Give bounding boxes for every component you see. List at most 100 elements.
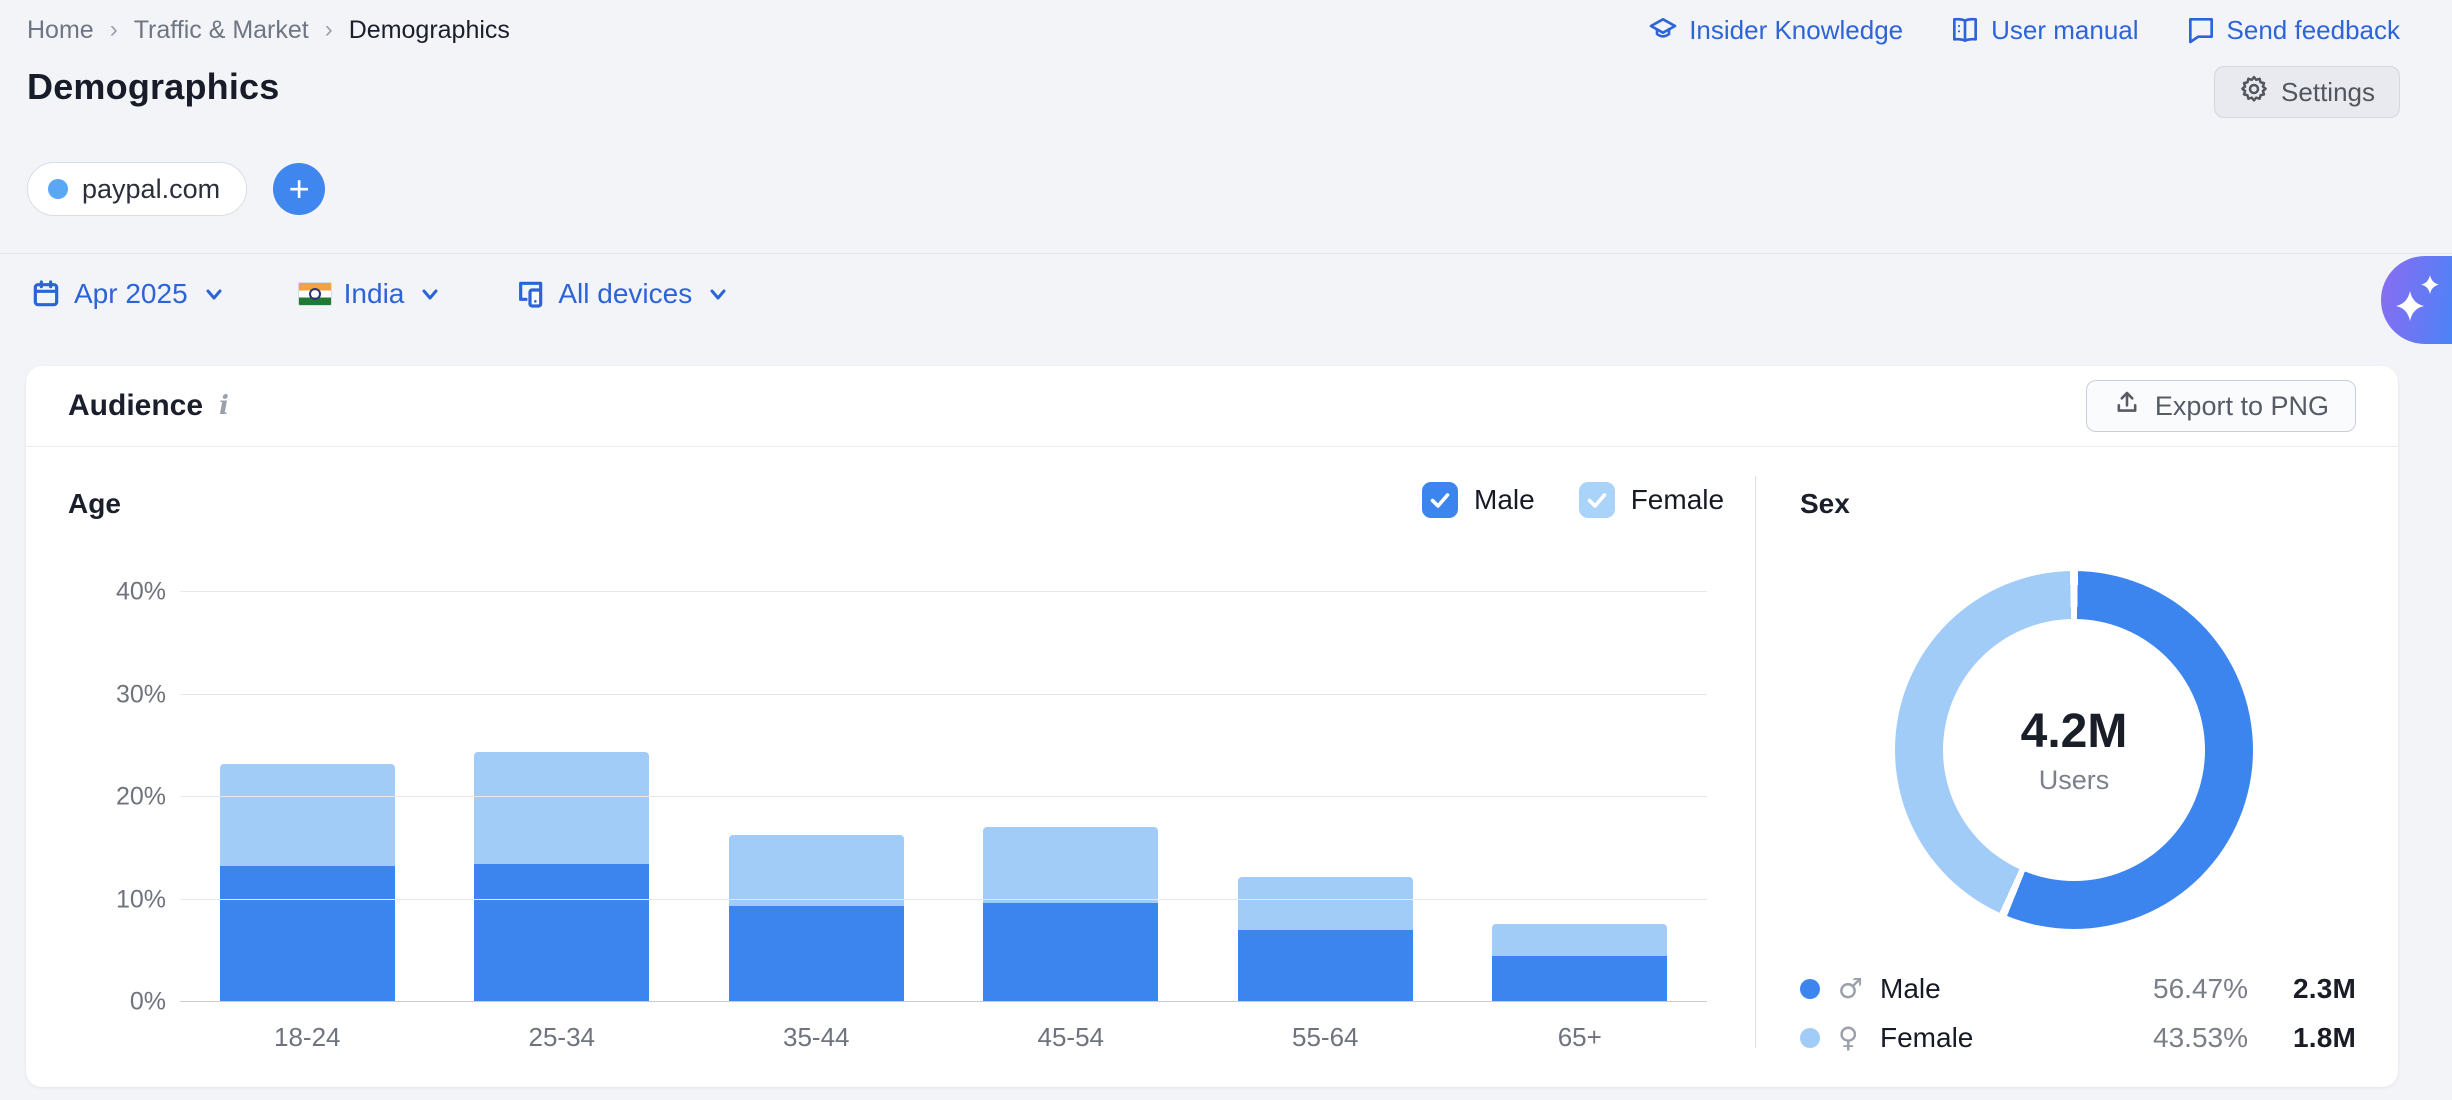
male-symbol-icon: ♂ bbox=[1838, 972, 1864, 1005]
legend-male-label: Male bbox=[1474, 484, 1535, 515]
sex-section-title: Sex bbox=[1800, 488, 1850, 519]
bar-segment-female[interactable] bbox=[474, 751, 650, 864]
domain-pill[interactable]: paypal.com bbox=[27, 162, 248, 216]
legend-male-checkbox[interactable]: Male bbox=[1422, 482, 1535, 518]
total-users-label: Users bbox=[2038, 765, 2110, 795]
female-symbol-icon: ♀ bbox=[1838, 1021, 1859, 1054]
stacked-bar-35-44[interactable] bbox=[728, 834, 904, 1001]
section-divider bbox=[0, 253, 2452, 254]
country-filter-value: India bbox=[343, 278, 405, 309]
country-filter[interactable]: India bbox=[297, 278, 443, 310]
y-axis-tick: 30% bbox=[115, 680, 166, 708]
bar-segment-male[interactable] bbox=[219, 865, 395, 1001]
male-label: Male bbox=[1880, 972, 1941, 1004]
x-axis-label: 55-64 bbox=[1292, 1022, 1359, 1052]
sparkles-icon bbox=[2388, 267, 2446, 334]
insider-knowledge-label: Insider Knowledge bbox=[1689, 14, 1904, 45]
export-png-button[interactable]: Export to PNG bbox=[2085, 380, 2356, 432]
add-domain-button[interactable]: + bbox=[273, 163, 326, 215]
gridline bbox=[180, 693, 1707, 695]
domain-dot-icon bbox=[48, 179, 68, 199]
bar-segment-female[interactable] bbox=[1237, 876, 1413, 931]
age-x-axis-labels: 18-24 25-34 35-44 45-54 55-64 65+ bbox=[180, 1022, 1707, 1053]
breadcrumb-home[interactable]: Home bbox=[27, 16, 94, 44]
female-percent: 43.53% bbox=[2153, 1021, 2248, 1053]
devices-icon bbox=[514, 278, 546, 310]
stacked-bar-55-64[interactable] bbox=[1237, 876, 1413, 1001]
stacked-bar-18-24[interactable] bbox=[219, 764, 395, 1001]
sex-legend: ♂ Male 56.47% 2.3M ♀ Female 43.53% 1.8M bbox=[1800, 964, 2356, 1062]
bar-segment-male[interactable] bbox=[474, 863, 650, 1001]
page-title: Demographics bbox=[27, 66, 280, 107]
user-manual-link[interactable]: User manual bbox=[1949, 14, 2139, 46]
age-bar-chart: 0% 10% 20% 30% 40% bbox=[116, 578, 1707, 1016]
user-manual-label: User manual bbox=[1991, 14, 2139, 45]
x-axis-label: 65+ bbox=[1557, 1022, 1602, 1052]
speech-bubble-icon bbox=[2185, 14, 2217, 46]
stacked-bar-45-54[interactable] bbox=[983, 826, 1159, 1001]
y-axis-tick: 20% bbox=[115, 782, 166, 811]
sex-legend-row-female[interactable]: ♀ Female 43.53% 1.8M bbox=[1800, 1013, 2356, 1062]
gridline bbox=[180, 591, 1707, 592]
male-color-dot-icon bbox=[1800, 978, 1820, 999]
total-users-value: 4.2M bbox=[2020, 705, 2128, 758]
bar-group bbox=[435, 592, 690, 1001]
ai-assistant-button[interactable] bbox=[2381, 256, 2452, 344]
checkbox-checked-icon bbox=[1578, 482, 1615, 518]
devices-filter-value: All devices bbox=[558, 278, 693, 309]
stacked-bar-65+[interactable] bbox=[1492, 924, 1668, 1001]
bar-group bbox=[1453, 592, 1708, 1001]
book-icon bbox=[1949, 14, 1981, 46]
bar-group bbox=[944, 592, 1199, 1001]
y-axis-tick: 10% bbox=[115, 885, 166, 913]
bar-segment-female[interactable] bbox=[983, 826, 1159, 903]
india-flag-icon bbox=[297, 282, 332, 306]
filter-bar: Apr 2025 India All devices bbox=[30, 270, 730, 318]
date-filter[interactable]: Apr 2025 bbox=[30, 278, 226, 310]
x-axis-label: 45-54 bbox=[1037, 1022, 1105, 1052]
bar-segment-female[interactable] bbox=[1492, 924, 1668, 956]
x-axis-label: 25-34 bbox=[528, 1022, 596, 1052]
audience-title: Audience bbox=[68, 389, 204, 422]
info-icon[interactable]: i bbox=[219, 391, 229, 421]
audience-card-header: Audience i Export to PNG bbox=[26, 366, 2398, 447]
gridline bbox=[180, 1001, 1707, 1002]
y-axis-tick: 0% bbox=[129, 987, 166, 1016]
send-feedback-link[interactable]: Send feedback bbox=[2185, 14, 2400, 46]
calendar-icon bbox=[30, 278, 62, 310]
bar-group bbox=[180, 592, 435, 1001]
stacked-bar-25-34[interactable] bbox=[474, 751, 650, 1001]
settings-button[interactable]: Settings bbox=[2214, 66, 2400, 118]
send-feedback-label: Send feedback bbox=[2226, 14, 2400, 45]
age-section-title: Age bbox=[68, 488, 121, 519]
vertical-divider bbox=[1755, 476, 1756, 1048]
female-value: 1.8M bbox=[2292, 1021, 2356, 1053]
gridline bbox=[180, 898, 1707, 900]
bar-segment-female[interactable] bbox=[728, 834, 904, 906]
male-value: 2.3M bbox=[2292, 972, 2356, 1004]
bar-segment-male[interactable] bbox=[728, 905, 904, 1001]
graduation-cap-icon bbox=[1647, 14, 1679, 46]
female-color-dot-icon bbox=[1800, 1027, 1820, 1048]
insider-knowledge-link[interactable]: Insider Knowledge bbox=[1647, 14, 1903, 46]
breadcrumb-traffic-market[interactable]: Traffic & Market bbox=[133, 16, 309, 44]
sex-legend-row-male[interactable]: ♂ Male 56.47% 2.3M bbox=[1800, 964, 2356, 1013]
export-png-label: Export to PNG bbox=[2154, 390, 2329, 421]
checkbox-checked-icon bbox=[1422, 482, 1458, 518]
bar-segment-male[interactable] bbox=[983, 902, 1159, 1001]
chevron-down-icon bbox=[706, 282, 730, 306]
x-axis-label: 35-44 bbox=[783, 1022, 850, 1052]
gridline bbox=[180, 796, 1707, 797]
bar-segment-male[interactable] bbox=[1492, 955, 1668, 1001]
date-filter-value: Apr 2025 bbox=[74, 278, 188, 309]
bar-series bbox=[180, 592, 1707, 1001]
sex-donut-chart[interactable]: 4.2M Users bbox=[1895, 571, 2253, 929]
target-row: paypal.com + bbox=[27, 162, 326, 216]
bar-segment-female[interactable] bbox=[219, 764, 395, 866]
bar-segment-male[interactable] bbox=[1237, 930, 1413, 1001]
legend-female-checkbox[interactable]: Female bbox=[1578, 482, 1724, 518]
devices-filter[interactable]: All devices bbox=[514, 278, 730, 310]
bar-group bbox=[1198, 592, 1453, 1001]
donut-center: 4.2M Users bbox=[1943, 619, 2205, 881]
gear-icon bbox=[2239, 74, 2269, 111]
